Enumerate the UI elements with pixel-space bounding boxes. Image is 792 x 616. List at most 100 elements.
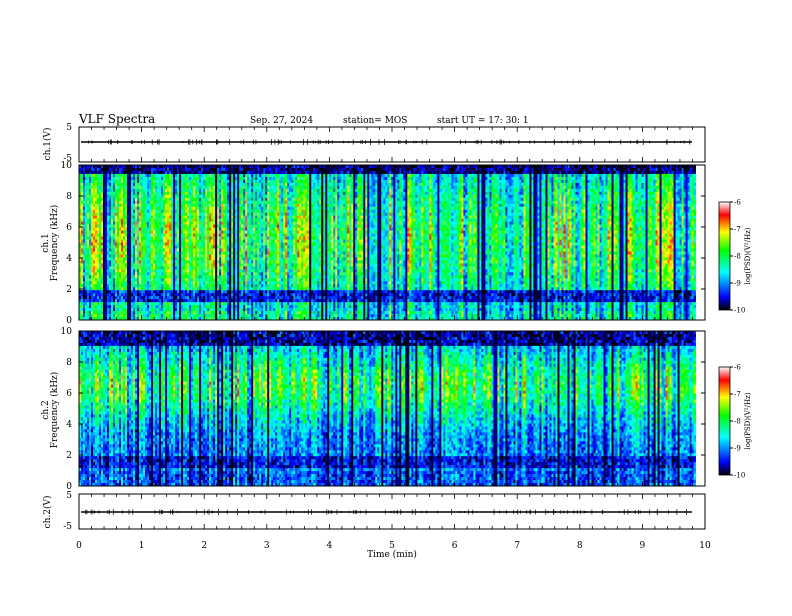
- spectrogram-cell: [161, 257, 163, 260]
- spectrogram-cell: [113, 245, 115, 248]
- spectrogram-cell: [211, 195, 213, 198]
- spectrogram-cell: [221, 240, 223, 243]
- spectrogram-cell: [121, 174, 123, 177]
- spectrogram-cell: [245, 314, 247, 317]
- spectrogram-cell: [157, 207, 159, 210]
- spectrogram-cell: [257, 278, 259, 281]
- spectrogram-cell: [245, 171, 247, 174]
- spectrogram-cell: [195, 237, 197, 240]
- spectrogram-cell: [163, 287, 165, 290]
- spectrogram-cell: [131, 308, 133, 311]
- spectrogram-cell: [109, 296, 111, 299]
- spectrogram-cell: [231, 257, 233, 260]
- spectrogram-cell: [239, 228, 241, 231]
- spectrogram-cell: [117, 251, 119, 254]
- spectrogram-cell: [237, 308, 239, 311]
- spectrogram-cell: [129, 234, 131, 237]
- spectrogram-cell: [255, 263, 257, 266]
- spectrogram-cell: [113, 260, 115, 263]
- spectrogram-cell: [181, 257, 183, 260]
- spectrogram-cell: [239, 245, 241, 248]
- spectrogram-cell: [101, 243, 103, 246]
- spectrogram-cell: [159, 275, 161, 278]
- spectrogram-cell: [239, 195, 241, 198]
- spectrogram-cell: [241, 296, 243, 299]
- spectrogram-cell: [119, 254, 121, 257]
- spectrogram-cell: [197, 305, 199, 308]
- spectrogram-cell: [239, 281, 241, 284]
- spectrogram-cell: [171, 257, 173, 260]
- spectrogram-cell: [101, 281, 103, 284]
- spectrogram-cell: [153, 240, 155, 243]
- spectrogram-cell: [183, 281, 185, 284]
- spectrogram-cell: [109, 293, 111, 296]
- spectrogram-cell: [115, 180, 117, 183]
- spectrogram-cell: [141, 192, 143, 195]
- spectrogram-cell: [135, 222, 137, 225]
- spectrogram-cell: [143, 281, 145, 284]
- spectrogram-cell: [255, 314, 257, 317]
- spectrogram-cell: [177, 248, 179, 251]
- spectrogram-cell: [203, 308, 205, 311]
- spectrogram-cell: [201, 254, 203, 257]
- spectrogram-cell: [119, 275, 121, 278]
- spectrogram-cell: [261, 216, 263, 219]
- spectrogram-cell: [195, 228, 197, 231]
- spectrogram-cell: [197, 269, 199, 272]
- spectrogram-cell: [89, 219, 91, 222]
- spectrogram-cell: [119, 174, 121, 177]
- spectrogram-cell: [239, 168, 241, 171]
- spectrogram-cell: [249, 287, 251, 290]
- spectrogram-cell: [87, 222, 89, 225]
- spectrogram-cell: [159, 245, 161, 248]
- spectrogram-cell: [243, 192, 245, 195]
- spectrogram-cell: [251, 254, 253, 257]
- spectrogram-cell: [233, 177, 235, 180]
- spectrogram-cell: [197, 216, 199, 219]
- spectrogram-cell: [229, 269, 231, 272]
- spectrogram-cell: [227, 266, 229, 269]
- spectrogram-cell: [263, 174, 265, 177]
- spectrogram-cell: [227, 275, 229, 278]
- spectrogram-cell: [111, 207, 113, 210]
- spectrogram-cell: [93, 305, 95, 308]
- spectrogram-cell: [209, 210, 211, 213]
- spectrogram-cell: [129, 192, 131, 195]
- spectrogram-cell: [119, 257, 121, 260]
- spectrogram-cell: [245, 231, 247, 234]
- spectrogram-cell: [257, 237, 259, 240]
- spectrogram-cell: [261, 272, 263, 275]
- spectrogram-cell: [235, 222, 237, 225]
- spectrogram-cell: [225, 254, 227, 257]
- spectrogram-cell: [159, 269, 161, 272]
- spectrogram-cell: [169, 281, 171, 284]
- spectrogram-cell: [251, 204, 253, 207]
- spectrogram-cell: [131, 222, 133, 225]
- spectrogram-cell: [143, 183, 145, 186]
- spectrogram-cell: [147, 278, 149, 281]
- spectrogram-cell: [139, 204, 141, 207]
- spectrogram-cell: [149, 314, 151, 317]
- spectrogram-cell: [99, 231, 101, 234]
- spectrogram-cell: [187, 192, 189, 195]
- spectrogram-cell: [247, 287, 249, 290]
- spectrogram-cell: [127, 311, 129, 314]
- spectrogram-cell: [147, 281, 149, 284]
- spectrogram-cell: [111, 186, 113, 189]
- spectrogram-cell: [133, 272, 135, 275]
- spectrogram-cell: [81, 305, 83, 308]
- spectrogram-cell: [193, 231, 195, 234]
- spectrogram-cell: [189, 287, 191, 290]
- spectrogram-cell: [81, 213, 83, 216]
- spectrogram-cell: [247, 210, 249, 213]
- spectrogram-cell: [197, 168, 199, 171]
- spectrogram-cell: [127, 278, 129, 281]
- spectrogram-cell: [241, 281, 243, 284]
- spectrogram-cell: [205, 174, 207, 177]
- spectrogram-cell: [195, 240, 197, 243]
- spectrogram-cell: [241, 248, 243, 251]
- spectrogram-cell: [97, 305, 99, 308]
- spectrogram-cell: [107, 296, 109, 299]
- spectrogram-cell: [263, 251, 265, 254]
- spectrogram-cell: [201, 210, 203, 213]
